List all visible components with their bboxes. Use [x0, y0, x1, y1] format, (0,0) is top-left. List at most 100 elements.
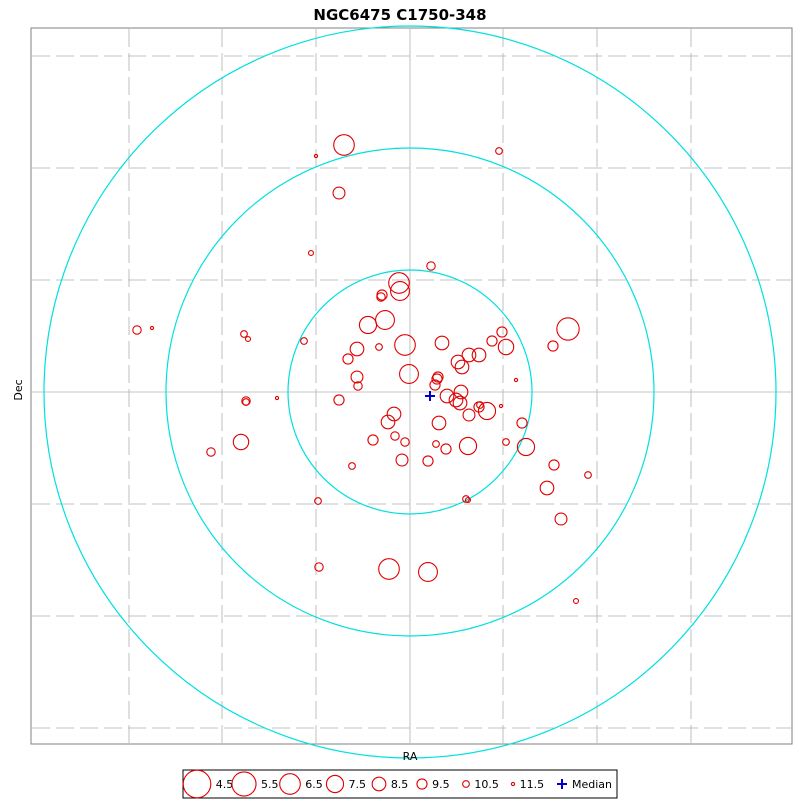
star-27: [461, 347, 477, 363]
star-69: [348, 462, 356, 470]
star-20: [486, 335, 498, 347]
star-63: [516, 437, 536, 457]
star-53: [380, 414, 396, 430]
legend-marker-10.5: [462, 780, 470, 788]
star-61: [432, 440, 440, 448]
legend-marker-11.5: [510, 781, 516, 787]
median-marker: [425, 391, 435, 401]
star-13: [149, 325, 155, 331]
star-15: [358, 315, 378, 335]
star-50: [477, 401, 497, 421]
star-73: [464, 496, 472, 504]
legend-box: [182, 769, 618, 799]
star-52: [462, 408, 476, 422]
ring-2: [165, 147, 655, 637]
star-36: [513, 377, 519, 383]
star-33: [350, 370, 364, 384]
star-markers: [132, 134, 592, 605]
star-22: [375, 343, 383, 351]
legend-label-7.5: 7.5: [349, 778, 367, 791]
legend-label-8.5: 8.5: [391, 778, 409, 791]
plot-frame: [30, 27, 793, 745]
legend-marker-9.5: [416, 778, 428, 790]
star-71: [539, 480, 555, 496]
legend-label-6.5: 6.5: [305, 778, 323, 791]
star-45: [448, 392, 464, 408]
legend-marker-5.5: [231, 771, 257, 797]
star-46: [452, 395, 468, 411]
star-42: [333, 394, 345, 406]
star-39: [453, 384, 469, 400]
star-74: [314, 497, 322, 505]
star-10: [376, 292, 386, 302]
star-64: [440, 443, 452, 455]
star-51: [386, 406, 402, 422]
legend-label-9.5: 9.5: [432, 778, 450, 791]
star-26: [349, 341, 365, 357]
star-62: [458, 436, 478, 456]
star-3: [495, 147, 503, 155]
chart-title: NGC6475 C1750-348: [313, 6, 486, 24]
star-5: [307, 249, 315, 257]
star-65: [206, 447, 216, 457]
radius-rings: [43, 25, 777, 759]
star-32: [399, 364, 419, 384]
star-17: [240, 330, 248, 338]
star-25: [547, 340, 559, 352]
star-79: [572, 597, 580, 605]
star-41: [274, 395, 280, 401]
legend: 4.5 5.5 6.5 7.5 8.5 9.5 10.5 11.5 Median: [182, 769, 618, 799]
star-12: [132, 325, 142, 335]
star-40: [439, 388, 455, 404]
x-axis-label: RA: [403, 750, 418, 763]
star-72: [462, 495, 470, 503]
star-76: [314, 562, 324, 572]
legend-label-11.5: 11.5: [520, 778, 545, 791]
star-44: [242, 398, 250, 406]
star-23: [434, 335, 450, 351]
star-37: [429, 379, 441, 391]
star-38: [353, 381, 363, 391]
legend-marker-6.5: [279, 773, 301, 795]
star-66: [395, 453, 409, 467]
star-48: [498, 403, 504, 409]
star-78: [418, 562, 438, 582]
star-6: [426, 261, 436, 271]
star-54: [431, 415, 447, 431]
legend-marker-7.5: [325, 774, 345, 794]
star-16: [496, 326, 508, 338]
ring-1: [287, 269, 533, 515]
star-67: [422, 455, 434, 467]
star-59: [502, 438, 510, 446]
star-75: [554, 512, 568, 526]
legend-label-5.5: 5.5: [261, 778, 279, 791]
legend-marker-4.5: [182, 769, 212, 799]
legend-label-10.5: 10.5: [474, 778, 499, 791]
star-56: [390, 431, 400, 441]
legend-label-median: Median: [572, 778, 612, 791]
star-29: [342, 353, 354, 365]
star-35: [431, 373, 443, 385]
legend-label-4.5: 4.5: [216, 778, 234, 791]
star-70: [584, 471, 592, 479]
legend-marker-8.5: [371, 776, 387, 792]
star-77: [378, 558, 400, 580]
star-11: [556, 317, 580, 341]
star-24: [497, 338, 515, 356]
star-7: [388, 272, 410, 294]
star-57: [367, 434, 379, 446]
star-8: [390, 281, 410, 301]
star-28: [471, 347, 487, 363]
star-19: [300, 337, 308, 345]
y-axis-label: Dec: [12, 379, 25, 400]
star-4: [332, 186, 346, 200]
star-58: [400, 437, 410, 447]
star-18: [244, 335, 252, 343]
star-31: [454, 359, 470, 375]
star-21: [394, 334, 416, 356]
star-68: [548, 459, 560, 471]
star-1: [333, 134, 355, 156]
star-2: [313, 153, 319, 159]
